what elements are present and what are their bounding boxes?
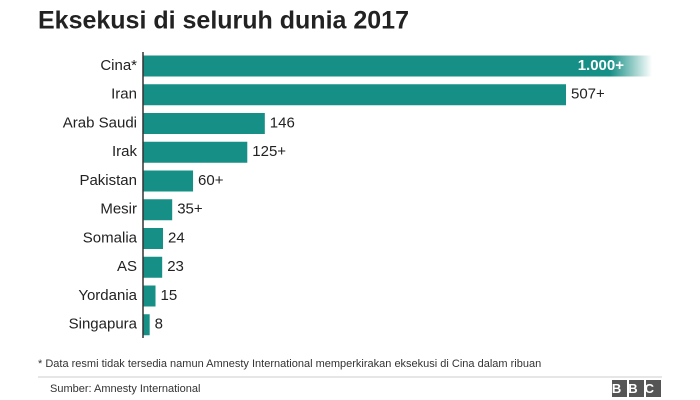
- y-tick-label: Iran: [111, 86, 137, 103]
- value-label: 1.000+: [578, 57, 625, 74]
- bars: [143, 55, 700, 336]
- y-tick-label: Mesir: [100, 201, 137, 218]
- y-tick-label: Arab Saudi: [63, 114, 137, 131]
- logo-text: BBC: [612, 381, 661, 396]
- y-tick-label: Singapura: [69, 316, 138, 333]
- logo-box: [612, 380, 627, 397]
- value-label: 8: [155, 316, 163, 333]
- bar: [143, 256, 163, 278]
- footnote: * Data resmi tidak tersedia namun Amnest…: [38, 358, 541, 370]
- y-tick-label: Cina*: [100, 57, 137, 74]
- value-label: 146: [270, 114, 295, 131]
- bar: [143, 55, 700, 77]
- bar: [143, 314, 150, 336]
- bar: [143, 228, 164, 249]
- chart-title: Eksekusi di seluruh dunia 2017: [38, 7, 409, 35]
- bar: [143, 113, 265, 134]
- value-label: 125+: [252, 143, 286, 160]
- bar: [143, 84, 566, 106]
- bar: [143, 141, 248, 163]
- y-tick-label: Pakistan: [79, 172, 137, 189]
- bar: [143, 170, 194, 192]
- value-label: 23: [167, 258, 184, 275]
- y-tick-label: Somalia: [83, 229, 138, 246]
- value-label: 507+: [571, 86, 605, 103]
- logo-box: [629, 380, 644, 397]
- y-tick-label: Yordania: [78, 287, 137, 304]
- bar: [143, 199, 173, 221]
- logo: BBC: [612, 380, 661, 397]
- bar: [143, 285, 156, 307]
- value-label: 35+: [177, 201, 203, 218]
- y-tick-label: AS: [117, 258, 137, 275]
- value-label: 15: [161, 287, 178, 304]
- logo-box: [646, 380, 661, 397]
- value-label: 60+: [198, 172, 224, 189]
- value-label: 24: [168, 229, 185, 246]
- y-tick-label: Irak: [112, 143, 138, 160]
- source: Sumber: Amnesty International: [50, 383, 200, 395]
